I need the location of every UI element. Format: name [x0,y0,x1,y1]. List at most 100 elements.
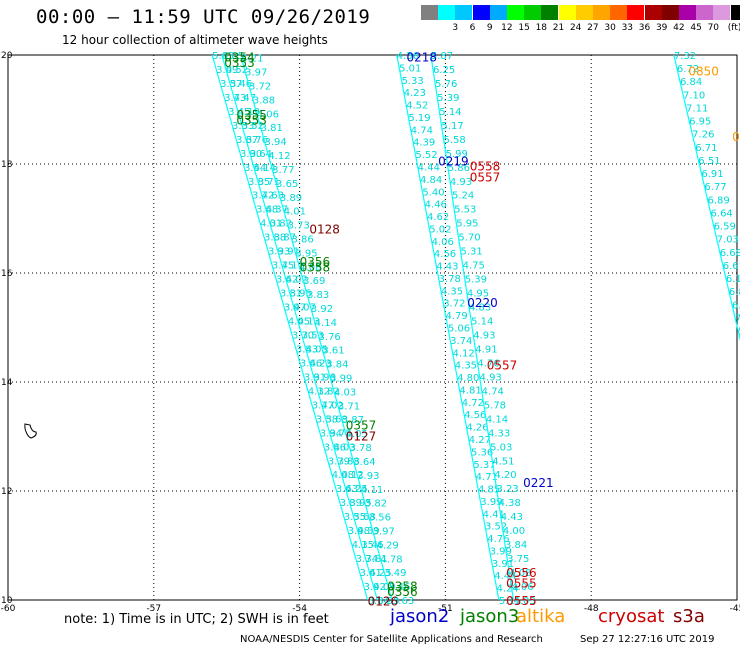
wave-height-value: 4.23 [310,358,332,369]
wave-height-value: 3.58 [316,414,338,425]
wave-height-value: 5.17 [441,121,463,132]
wave-height-value: 5.58 [444,135,466,146]
credit-text: NOAA/NESDIS Center for Satellite Applica… [240,634,543,645]
wave-height-value: 3.97 [284,303,306,314]
wave-height-value: 4.44 [494,571,516,582]
wave-height-value: 4.12 [341,470,363,481]
pass-time-label: 0555 [506,594,537,608]
wave-height-value: 3.46 [230,79,252,90]
wave-height-value: 3.91 [304,372,326,383]
wave-height-value: 4.91 [475,344,497,355]
wave-height-value: 6.51 [698,156,720,167]
wave-height-value: 5.53 [454,205,476,216]
wave-height-value: 3.81 [280,289,302,300]
wave-height-value: 3.96 [314,372,336,383]
wave-height-value: 3.86 [292,234,314,245]
wave-height-value: 4.12 [268,151,290,162]
wave-height-value: 4.41 [483,509,505,520]
scale-swatch [524,5,542,20]
sat-label-jason3: jason3 [460,606,520,627]
lon-tick-label: -54 [292,604,307,614]
wave-height-value: 3.87 [342,415,364,426]
wave-height-value: 3.77 [312,400,334,411]
wave-height-value: 4.35 [441,286,463,297]
scale-label: 33 [621,23,634,33]
lat-tick-label: 16 [1,269,13,279]
pass-time-label: 0850 [732,130,740,144]
scale-swatch [696,5,714,20]
sat-label-cryosat: cryosat [598,606,665,627]
track-line [211,54,369,601]
wave-height-value: 3.73 [288,221,310,232]
wave-height-value: 4.35 [455,361,477,372]
wave-height-value: 5.11 [499,596,521,607]
generated-timestamp: Sep 27 12:27:16 UTC 2019 [580,634,715,645]
lat-tick-label: 14 [1,378,13,388]
wave-height-value: 3.78 [349,443,371,454]
wave-height-value: 6.71 [695,143,717,154]
lat-tick-label: 10 [1,596,13,606]
wave-height-value: 3.91 [492,559,514,570]
scale-label: 70 [707,23,720,33]
wave-height-value: 7.10 [735,313,740,324]
wave-height-value: 6.80 [729,287,740,298]
scale-swatch [455,5,473,20]
wave-height-value: 3.46 [361,540,383,551]
wave-height-value: 3.87 [274,233,296,244]
pass-time-label: 0358 [387,579,418,593]
wave-height-value: 4.95 [467,289,489,300]
sat-label-jason2: jason2 [390,606,450,627]
track-line [673,54,740,342]
wave-height-value: 4.11 [361,485,383,496]
wave-height-value: 3.89 [280,193,302,204]
wave-height-value: 5.19 [408,113,430,124]
wave-height-value: 3.55 [344,512,366,523]
wave-height-value: 3.77 [272,165,294,176]
wave-height-value: 6.25 [433,65,455,76]
wave-height-value: 3.64 [353,457,375,468]
wave-height-value: 3.88 [264,233,286,244]
wave-height-value: 3.78 [439,274,461,285]
wave-height-value: 3.46 [388,582,410,593]
track-line [396,54,500,601]
wave-height-value: 4.47 [234,93,256,104]
wave-height-value: 3.95 [290,289,312,300]
wave-height-value: 3.88 [253,95,275,106]
wave-height-value: 3.72 [252,191,274,202]
wave-height-value: 3.53 [232,121,254,132]
wave-height-value: 4.26 [466,423,488,434]
lon-tick-label: -48 [584,604,599,614]
map-note: note: 1) Time is in UTC; 2) SWH is in fe… [64,612,329,627]
wave-height-value: 3.57 [220,79,242,90]
wave-height-value: 4.63 [262,191,284,202]
wave-height-value: 3.81 [261,123,283,134]
wave-height-value: 4.81 [459,385,481,396]
wave-height-value: 3.93 [268,247,290,258]
wave-height-value: 3.92 [311,304,333,315]
scale-swatch [541,5,559,20]
wave-height-value: 4.08 [299,262,321,273]
wave-height-value: 3.82 [270,219,292,230]
wave-height-value: 6.19 [726,274,740,285]
island-outline [24,423,37,439]
wave-height-value: 3.65 [276,179,298,190]
wave-height-value: 4.11 [282,261,304,272]
wave-height-value: 6.61 [723,261,740,272]
wave-height-value: 4.52 [406,101,428,112]
wave-height-value: 5.06 [448,324,470,335]
wave-height-value: 4.33 [488,428,510,439]
wave-height-value: 3.76 [319,332,341,343]
wave-height-value: 4.03 [333,442,355,453]
wave-height-value: 4.15 [352,540,374,551]
wave-height-value: 4.62 [427,212,449,223]
wave-height-value: 3.84 [368,596,390,607]
wave-height-value: 3.91 [278,247,300,258]
wave-height-value: 3.45 [228,107,250,118]
wave-height-value: 6.59 [714,222,736,233]
wave-height-value: 3.56 [369,513,391,524]
map-subtitle: 12 hour collection of altimeter wave hei… [62,33,328,47]
wave-height-value: 7.10 [683,90,705,101]
wave-height-value: 4.93 [473,330,495,341]
wave-height-value: 5.24 [452,191,474,202]
lat-tick-label: 12 [1,487,12,497]
